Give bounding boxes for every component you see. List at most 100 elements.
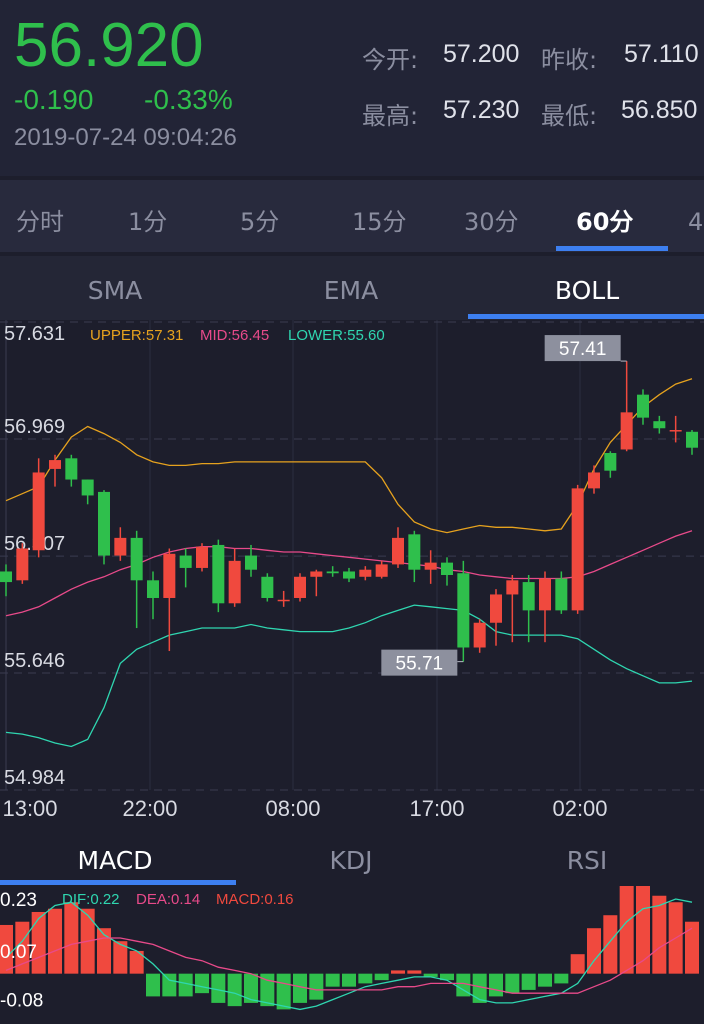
candle-body (653, 421, 666, 429)
candle-body (294, 576, 306, 598)
y-tick-label: 0.07 (0, 942, 37, 963)
candle-body (196, 546, 208, 568)
stat-label: 最高: (362, 102, 419, 130)
legend-entry: LOWER:55.60 (288, 327, 385, 344)
macd-bar (178, 973, 193, 997)
candle-body (343, 571, 355, 579)
candle-body (310, 571, 323, 577)
macd-bar (685, 921, 699, 974)
candlestick-chart: 54.98455.64656.30756.96957.63113:0022:00… (0, 320, 704, 820)
y-tick-label: 0.23 (0, 890, 37, 911)
legend-entry: MACD:0.16 (216, 891, 294, 908)
macd-bar (652, 895, 667, 974)
indicator-tab[interactable]: BOLL (554, 276, 620, 305)
period-tab[interactable]: 分时 (16, 208, 64, 236)
candle-body (392, 537, 404, 565)
annotation-box (544, 335, 621, 362)
quote-header: 56.920 -0.190 -0.33% 2019-07-24 09:04:26… (0, 0, 704, 176)
period-tab[interactable]: 1分 (128, 208, 168, 236)
candle-body (637, 394, 649, 418)
macd-bar (211, 973, 226, 1003)
period-tab[interactable]: 60分 (576, 208, 634, 236)
macd-bar (407, 970, 422, 974)
stat-label: 今开: (362, 46, 419, 74)
candle-body (604, 453, 617, 471)
legend-entry: MID:56.45 (200, 327, 269, 344)
macd-bar (619, 886, 634, 974)
candle-body (588, 472, 600, 489)
candle-body (506, 580, 519, 595)
period-tab[interactable]: 4小时 (688, 208, 704, 236)
macd-bar (48, 908, 62, 974)
stat-label: 昨收: (541, 46, 598, 74)
macd-bar (325, 973, 340, 987)
macd-bar (440, 973, 454, 981)
annotation-label: 57.41 (559, 339, 607, 360)
macd-bar (358, 973, 373, 984)
macd-bar (423, 973, 438, 977)
indicator-tab[interactable]: KDJ (329, 846, 373, 875)
annotation-label: 55.71 (396, 654, 444, 675)
legend-entry: DIF:0.22 (62, 891, 120, 908)
macd-bar (293, 973, 307, 1003)
candle-body (130, 537, 143, 581)
quote-time: 2019-07-24 09:04:26 (14, 124, 237, 151)
macd-bar (260, 973, 275, 1007)
macd-bar (244, 973, 258, 1003)
active-underline (468, 314, 704, 319)
candle-body (473, 622, 486, 648)
last-price: 56.920 (14, 11, 204, 80)
indicator-tabs: SMA EMA BOLL (0, 256, 704, 320)
price-change: -0.190 (14, 84, 94, 115)
candle-body (375, 564, 388, 577)
macd-line (5, 927, 693, 994)
macd-bar (391, 970, 405, 974)
macd-bar (587, 928, 601, 974)
indicator-tab[interactable]: EMA (323, 276, 379, 305)
macd-bar (64, 902, 79, 974)
indicator-tab[interactable]: MACD (77, 846, 153, 875)
macd-bar (570, 954, 585, 974)
stat-label: 最低: (541, 102, 598, 130)
candle-body (245, 555, 257, 570)
candle-body (0, 571, 12, 583)
stat-value: 56.850 (621, 96, 698, 124)
candle-body (424, 562, 437, 570)
period-tab[interactable]: 30分 (464, 208, 519, 236)
x-tick-label: 02:00 (552, 796, 607, 820)
macd-bar (456, 973, 471, 997)
macd-chart: -0.08 0.07 0.23 DIF:0.22 DEA:0.14 MACD:0.16 (0, 886, 699, 1012)
candle-body (228, 560, 241, 604)
candle-body (261, 576, 274, 598)
macd-bar (129, 950, 144, 974)
x-tick-label: 13:00 (2, 796, 57, 820)
y-tick-label: 55.646 (4, 650, 65, 672)
macd-bar (374, 973, 389, 981)
macd-bar (0, 924, 13, 974)
x-tick-label: 22:00 (122, 796, 177, 820)
x-tick-label: 17:00 (409, 796, 464, 820)
macd-bar (472, 973, 487, 1003)
macd-bar (538, 973, 552, 987)
stat-value: 57.230 (443, 96, 520, 124)
indicator-tab[interactable]: RSI (566, 846, 608, 875)
candle-body (49, 460, 61, 469)
candle-body (555, 578, 568, 611)
macd-bar (554, 973, 569, 984)
candle-body (571, 488, 584, 611)
macd-bar (521, 973, 536, 990)
period-tab[interactable]: 5分 (240, 208, 280, 236)
y-tick-label: 57.631 (4, 323, 65, 345)
candle-body (620, 412, 633, 450)
macd-bar (489, 973, 503, 997)
candle-body (457, 573, 470, 648)
candle-body (32, 472, 45, 551)
macd-bar (342, 973, 356, 987)
indicator-tab[interactable]: SMA (87, 276, 143, 305)
period-tab[interactable]: 15分 (352, 208, 407, 236)
macd-bar (162, 973, 177, 997)
candle-body (490, 594, 502, 623)
macd-bar (146, 973, 160, 997)
active-underline (556, 246, 668, 251)
